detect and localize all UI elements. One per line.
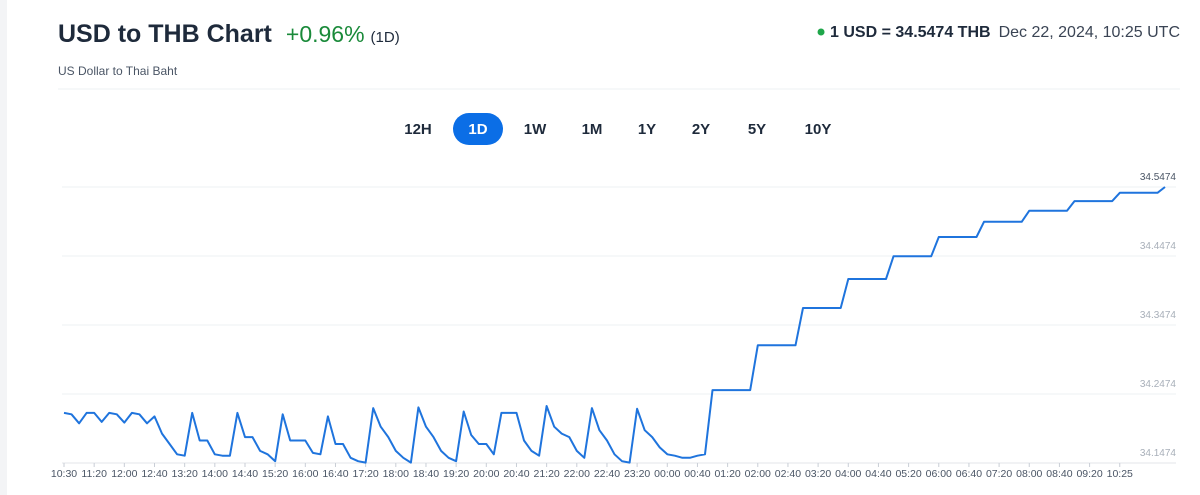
x-tick-label: 04:00	[835, 468, 861, 480]
x-tick-label: 15:20	[262, 468, 288, 480]
range-button[interactable]: 1D	[468, 121, 487, 138]
range-button[interactable]: 1Y	[638, 121, 656, 138]
rate: 1 USD = 34.5474 THB	[830, 24, 991, 41]
title: USD to THB Chart	[58, 20, 273, 48]
y-tick-label: 34.5474	[1140, 172, 1177, 183]
x-tick-label: 02:40	[775, 468, 801, 480]
title-line: USD to THB Chart +0.96% (1D)	[58, 20, 400, 48]
range-button[interactable]: 12H	[404, 121, 432, 138]
x-tick-label: 07:20	[986, 468, 1012, 480]
range-button[interactable]: 10Y	[805, 121, 832, 138]
x-tick-label: 04:40	[865, 468, 891, 480]
x-tick-label: 11:20	[81, 468, 107, 480]
change: +0.96%	[286, 21, 365, 47]
left-edge	[0, 0, 7, 495]
x-tick-label: 22:00	[564, 468, 590, 480]
x-tick-label: 18:40	[413, 468, 439, 480]
subtitle: US Dollar to Thai Baht	[58, 64, 178, 78]
x-tick-label: 00:40	[684, 468, 710, 480]
x-tick-label: 08:40	[1046, 468, 1072, 480]
range-button[interactable]: 5Y	[748, 121, 766, 138]
x-tick-label: 00:00	[654, 468, 680, 480]
x-tick-label: 14:40	[232, 468, 258, 480]
x-tick-label: 12:00	[111, 468, 137, 480]
x-tick-label: 13:20	[172, 468, 198, 480]
x-tick-label: 17:20	[353, 468, 379, 480]
x-tick-label: 12:40	[141, 468, 167, 480]
change-period: (1D)	[371, 29, 400, 46]
x-tick-label: 14:00	[202, 468, 228, 480]
timestamp: Dec 22, 2024, 10:25 UTC	[999, 24, 1180, 41]
x-tick-label: 09:20	[1076, 468, 1102, 480]
x-tick-label: 05:20	[895, 468, 921, 480]
y-tick-label: 34.4474	[1140, 241, 1177, 252]
x-tick-label: 10:25	[1107, 468, 1133, 480]
rate-line	[63, 186, 1166, 464]
x-tick-label: 22:40	[594, 468, 620, 480]
x-tick-label: 10:30	[51, 468, 77, 480]
x-tick-label: 01:20	[714, 468, 740, 480]
y-tick-label: 34.3474	[1140, 310, 1177, 321]
range-button-active[interactable]	[453, 113, 503, 145]
range-button[interactable]: 2Y	[692, 121, 710, 138]
x-tick-label: 19:20	[443, 468, 469, 480]
x-tick-label: 06:40	[956, 468, 982, 480]
x-tick-label: 18:00	[383, 468, 409, 480]
x-tick-label: 16:00	[292, 468, 318, 480]
x-tick-label: 06:00	[926, 468, 952, 480]
y-tick-label: 34.2474	[1140, 379, 1177, 390]
live-dot	[817, 28, 825, 36]
x-tick-label: 23:20	[624, 468, 650, 480]
rate-line: 1 USD = 34.5474 THB Dec 22, 2024, 10:25 U…	[830, 24, 1180, 41]
x-tick-label: 20:40	[503, 468, 529, 480]
x-tick-label: 20:00	[473, 468, 499, 480]
range-button[interactable]: 1M	[582, 121, 603, 138]
x-tick-label: 02:00	[745, 468, 771, 480]
x-tick-label: 08:00	[1016, 468, 1042, 480]
x-tick-label: 03:20	[805, 468, 831, 480]
range-button[interactable]: 1W	[524, 121, 547, 138]
x-tick-label: 16:40	[322, 468, 348, 480]
x-tick-label: 21:20	[533, 468, 559, 480]
y-tick-label: 34.1474	[1140, 448, 1177, 459]
